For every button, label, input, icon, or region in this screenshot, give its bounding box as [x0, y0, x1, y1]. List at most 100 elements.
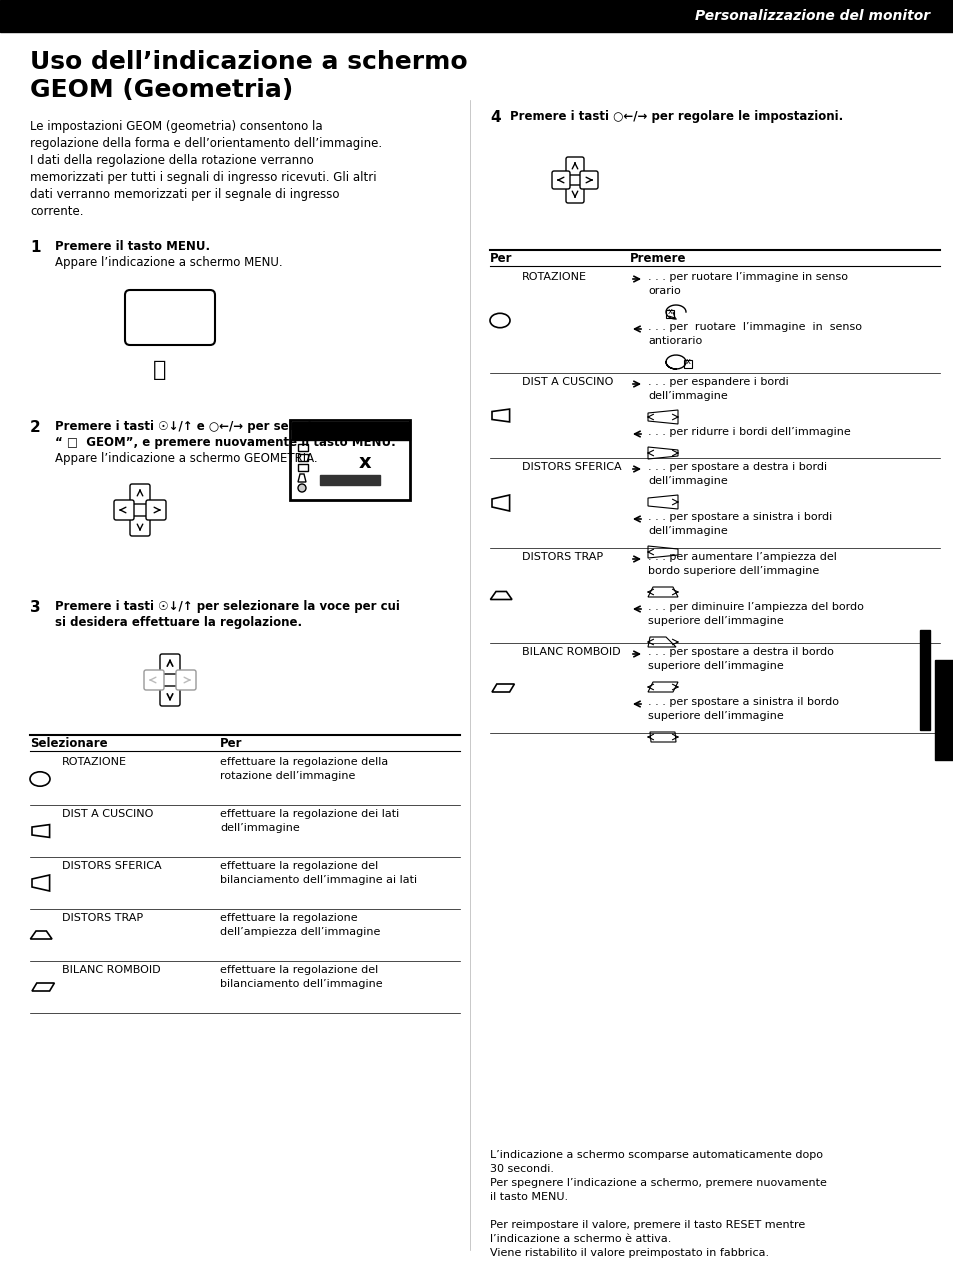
FancyBboxPatch shape: [552, 171, 569, 189]
Text: orario: orario: [647, 285, 680, 296]
Text: Selezionare: Selezionare: [30, 736, 108, 750]
Text: . . . per spostare a sinistra i bordi: . . . per spostare a sinistra i bordi: [647, 512, 831, 522]
Text: L’indicazione a schermo scomparse automaticamente dopo: L’indicazione a schermo scomparse automa…: [490, 1150, 822, 1161]
Text: l’indicazione a schermo è attiva.: l’indicazione a schermo è attiva.: [490, 1235, 671, 1243]
Bar: [934, 660, 953, 761]
Text: Premere i tasti ☉↓/↑ per selezionare la voce per cui: Premere i tasti ☉↓/↑ per selezionare la …: [55, 600, 399, 613]
Text: DISTORS TRAP: DISTORS TRAP: [62, 913, 143, 922]
Text: . . . per aumentare l’ampiezza del: . . . per aumentare l’ampiezza del: [647, 552, 836, 562]
Text: effettuare la regolazione: effettuare la regolazione: [220, 913, 357, 922]
Polygon shape: [492, 409, 509, 422]
Text: dell’immagine: dell’immagine: [647, 526, 727, 536]
Bar: [297, 445, 308, 451]
FancyBboxPatch shape: [130, 484, 150, 505]
Text: il tasto MENU.: il tasto MENU.: [490, 1192, 568, 1201]
Bar: [297, 464, 308, 471]
Polygon shape: [649, 733, 676, 741]
Text: Premere i tasti ○←/→ per regolare le impostazioni.: Premere i tasti ○←/→ per regolare le imp…: [510, 110, 842, 124]
Text: ROTAZIONE: ROTAZIONE: [62, 757, 127, 767]
Text: 1: 1: [30, 240, 40, 255]
Polygon shape: [647, 587, 678, 598]
Text: 3: 3: [30, 600, 41, 615]
Text: regolazione della forma e dell’orientamento dell’immagine.: regolazione della forma e dell’orientame…: [30, 138, 382, 150]
Text: effettuare la regolazione dei lati: effettuare la regolazione dei lati: [220, 809, 399, 819]
Text: superiore dell’immagine: superiore dell’immagine: [647, 661, 783, 671]
Text: x: x: [358, 452, 371, 471]
Bar: [683, 361, 691, 368]
Text: bilanciamento dell’immagine: bilanciamento dell’immagine: [220, 978, 382, 989]
Polygon shape: [647, 410, 678, 424]
Bar: [292, 422, 410, 440]
FancyBboxPatch shape: [125, 290, 214, 345]
Polygon shape: [647, 682, 678, 692]
Bar: [290, 420, 410, 499]
FancyBboxPatch shape: [565, 157, 583, 175]
Text: BILANC ROMBOID: BILANC ROMBOID: [62, 964, 160, 975]
Text: Uso dell’indicazione a schermo: Uso dell’indicazione a schermo: [30, 50, 467, 74]
Text: dell’immagine: dell’immagine: [220, 823, 299, 833]
Text: Per spegnere l’indicazione a schermo, premere nuovamente: Per spegnere l’indicazione a schermo, pr…: [490, 1178, 826, 1187]
Text: effettuare la regolazione del: effettuare la regolazione del: [220, 861, 377, 871]
Text: bilanciamento dell’immagine ai lati: bilanciamento dell’immagine ai lati: [220, 875, 416, 885]
Text: . . . per spostare a destra i bordi: . . . per spostare a destra i bordi: [647, 462, 826, 471]
Bar: [297, 454, 308, 461]
Bar: [919, 631, 929, 730]
Polygon shape: [490, 591, 512, 600]
Text: Appare l’indicazione a schermo GEOMETRIA.: Appare l’indicazione a schermo GEOMETRIA…: [55, 452, 317, 465]
Text: I dati della regolazione della rotazione verranno: I dati della regolazione della rotazione…: [30, 154, 314, 167]
Bar: [0, 0, 953, 32]
Text: . . . per ridurre i bordi dell’immagine: . . . per ridurre i bordi dell’immagine: [647, 427, 850, 437]
Polygon shape: [30, 931, 52, 939]
Text: Per: Per: [490, 252, 512, 265]
Text: DIST A CUSCINO: DIST A CUSCINO: [521, 377, 613, 387]
Text: Per: Per: [220, 736, 242, 750]
Circle shape: [297, 484, 306, 492]
Text: bordo superiore dell’immagine: bordo superiore dell’immagine: [647, 566, 819, 576]
FancyBboxPatch shape: [130, 516, 150, 536]
Text: Personalizzazione del monitor: Personalizzazione del monitor: [694, 9, 929, 23]
FancyBboxPatch shape: [579, 171, 598, 189]
Text: effettuare la regolazione del: effettuare la regolazione del: [220, 964, 377, 975]
Text: . . . per espandere i bordi: . . . per espandere i bordi: [647, 377, 788, 387]
Text: Per reimpostare il valore, premere il tasto RESET mentre: Per reimpostare il valore, premere il ta…: [490, 1220, 804, 1229]
Ellipse shape: [490, 313, 510, 327]
Text: DISTORS SFERICA: DISTORS SFERICA: [521, 462, 621, 471]
FancyBboxPatch shape: [160, 685, 180, 706]
Text: Premere i tasti ☉↓/↑ e ○←/→ per selezionare: Premere i tasti ☉↓/↑ e ○←/→ per selezion…: [55, 420, 350, 433]
Polygon shape: [32, 824, 50, 837]
Text: memorizzati per tutti i segnali di ingresso ricevuti. Gli altri: memorizzati per tutti i segnali di ingre…: [30, 171, 376, 183]
Polygon shape: [297, 474, 306, 482]
Bar: [665, 310, 673, 318]
Polygon shape: [32, 875, 50, 891]
Polygon shape: [647, 447, 678, 459]
Text: Premere il tasto MENU.: Premere il tasto MENU.: [55, 240, 210, 254]
Text: . . . per ruotare l’immagine in senso: . . . per ruotare l’immagine in senso: [647, 273, 847, 282]
Text: . . . per diminuire l’ampiezza del bordo: . . . per diminuire l’ampiezza del bordo: [647, 603, 863, 612]
Text: . . . per  ruotare  l’immagine  in  senso: . . . per ruotare l’immagine in senso: [647, 322, 862, 333]
Text: Premere: Premere: [629, 252, 686, 265]
Polygon shape: [647, 547, 678, 558]
Text: dell’immagine: dell’immagine: [647, 476, 727, 485]
Polygon shape: [647, 496, 678, 510]
FancyBboxPatch shape: [146, 499, 166, 520]
Text: . . . per spostare a destra il bordo: . . . per spostare a destra il bordo: [647, 647, 833, 657]
Polygon shape: [647, 637, 676, 647]
Text: 4: 4: [490, 110, 500, 125]
Text: dell’immagine: dell’immagine: [647, 391, 727, 401]
Text: superiore dell’immagine: superiore dell’immagine: [647, 617, 783, 626]
Text: Viene ristabilito il valore preimpostato in fabbrica.: Viene ristabilito il valore preimpostato…: [490, 1249, 768, 1257]
Text: Le impostazioni GEOM (geometria) consentono la: Le impostazioni GEOM (geometria) consent…: [30, 120, 322, 132]
Text: ROTAZIONE: ROTAZIONE: [521, 273, 586, 282]
Text: GEOM (Geometria): GEOM (Geometria): [30, 78, 293, 102]
Text: x: x: [667, 307, 672, 316]
Text: DISTORS SFERICA: DISTORS SFERICA: [62, 861, 161, 871]
FancyBboxPatch shape: [565, 185, 583, 203]
Text: dell’ampiezza dell’immagine: dell’ampiezza dell’immagine: [220, 927, 380, 936]
Text: corrente.: corrente.: [30, 205, 84, 218]
Text: dati verranno memorizzati per il segnale di ingresso: dati verranno memorizzati per il segnale…: [30, 189, 339, 201]
Bar: [319, 475, 379, 485]
Polygon shape: [492, 496, 509, 511]
Text: . . . per spostare a sinistra il bordo: . . . per spostare a sinistra il bordo: [647, 697, 838, 707]
Text: “ □  GEOM”, e premere nuovamente il tasto MENU.: “ □ GEOM”, e premere nuovamente il tasto…: [55, 436, 395, 448]
Text: superiore dell’immagine: superiore dell’immagine: [647, 711, 783, 721]
